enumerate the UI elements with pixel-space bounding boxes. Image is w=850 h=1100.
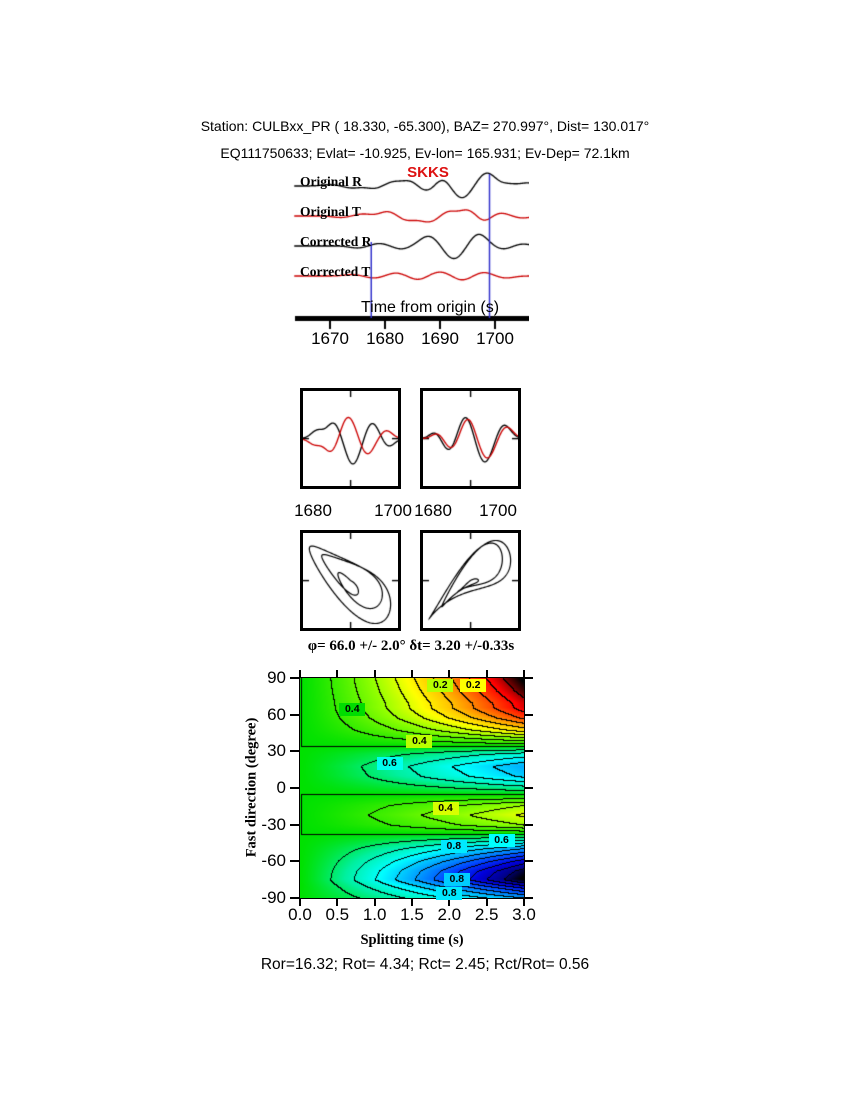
contour-ytick — [525, 823, 533, 826]
contour-ytick-label: 30 — [267, 741, 286, 761]
contour-x-axis-label: Splitting time (s) — [360, 932, 464, 948]
window-tick-label: 1700 — [479, 501, 517, 520]
window-panel-right — [420, 388, 521, 489]
contour-ytick — [290, 823, 300, 826]
contour-xtick-label: 1.0 — [362, 905, 387, 924]
time-tick-label: 1700 — [476, 329, 514, 348]
stats-line: Ror=16.32; Rot= 4.34; Rct= 2.45; Rct/Rot… — [260, 956, 590, 973]
seismogram-traces-canvas — [293, 168, 529, 330]
contour-ytick — [525, 787, 533, 789]
contour-ytick — [290, 750, 300, 753]
contour-ytick — [290, 713, 300, 716]
contour-ytick — [525, 860, 533, 863]
contour-xtick — [336, 899, 339, 906]
contour-level-label: 0.4 — [339, 702, 366, 716]
contour-xtick — [299, 899, 301, 906]
contour-level-label: 0.6 — [376, 756, 403, 770]
contour-level-label: 0.8 — [443, 872, 470, 886]
contour-level-label: 0.8 — [440, 839, 467, 853]
contour-xtick — [336, 670, 339, 677]
contour-ytick — [525, 897, 533, 899]
contour-xtick — [448, 899, 451, 906]
contour-xtick — [448, 670, 451, 677]
contour-xtick — [411, 899, 413, 906]
contour-frame — [299, 677, 525, 899]
time-tick-label: 1690 — [421, 329, 459, 348]
time-tick-label: 1680 — [366, 329, 404, 348]
window-right-canvas — [423, 391, 518, 486]
contour-ytick — [290, 677, 300, 679]
contour-level-label: 0.4 — [406, 734, 433, 748]
window-panel-left — [300, 388, 401, 489]
contour-ytick-label: -30 — [261, 814, 286, 834]
contour-xtick — [485, 670, 488, 677]
event-title-line: EQ111750633; Evlat= -10.925, Ev-lon= 165… — [220, 145, 630, 161]
contour-ytick — [525, 750, 533, 753]
contour-xtick — [373, 899, 376, 906]
station-title-line: Station: CULBxx_PR ( 18.330, -65.300), B… — [200, 118, 650, 134]
contour-xtick — [485, 899, 488, 906]
trace-label-2: Original T — [300, 204, 361, 219]
contour-ytick — [290, 787, 300, 789]
time-axis-label: Time from origin (s) — [360, 299, 500, 316]
trace-label-3: Corrected R — [300, 234, 372, 249]
contour-xtick-label: 2.5 — [474, 905, 499, 924]
contour-level-label: 0.4 — [432, 801, 459, 815]
contour-ytick-label: 60 — [267, 704, 286, 724]
contour-xtick — [523, 899, 525, 906]
particle-motion-panel-left — [300, 530, 401, 631]
contour-xtick-label: 0.0 — [288, 905, 312, 924]
contour-ytick — [290, 860, 300, 863]
contour-level-label: 0.6 — [488, 833, 515, 847]
phase-label: SKKS — [407, 164, 449, 181]
contour-title: φ= 66.0 +/- 2.0° δt= 3.20 +/-0.33s — [307, 638, 515, 654]
contour-level-label: 0.2 — [460, 679, 487, 692]
trace-label-1: Original R — [300, 174, 362, 189]
contour-xtick — [411, 670, 413, 677]
time-tick-label: 1670 — [311, 329, 349, 348]
trace-label-4: Corrected T — [300, 264, 371, 279]
contour-xtick-label: 0.5 — [325, 905, 350, 924]
contour-xtick-label: 3.0 — [512, 905, 536, 924]
contour-ytick-label: 0 — [276, 778, 286, 797]
particle-motion-left-canvas — [303, 533, 398, 628]
contour-ytick-label: -60 — [261, 851, 286, 871]
contour-xtick — [373, 670, 376, 677]
contour-ytick — [290, 897, 300, 899]
contour-canvas — [300, 678, 524, 898]
particle-motion-right-canvas — [423, 533, 518, 628]
window-tick-label: 1700 — [374, 501, 412, 520]
contour-level-label: 0.8 — [436, 887, 463, 901]
contour-ytick — [525, 713, 533, 716]
contour-xtick — [523, 670, 525, 677]
contour-xtick-label: 1.5 — [400, 905, 424, 924]
window-tick-label: 1680 — [294, 501, 332, 520]
window-tick-label: 1680 — [414, 501, 452, 520]
contour-xtick — [299, 670, 301, 677]
contour-ytick-label: -90 — [261, 888, 286, 907]
window-left-canvas — [303, 391, 398, 486]
particle-motion-panel-right — [420, 530, 521, 631]
contour-ytick — [525, 677, 533, 679]
contour-ytick-label: 90 — [267, 668, 286, 687]
contour-level-label: 0.2 — [427, 679, 454, 692]
contour-xtick-label: 2.0 — [437, 905, 462, 924]
